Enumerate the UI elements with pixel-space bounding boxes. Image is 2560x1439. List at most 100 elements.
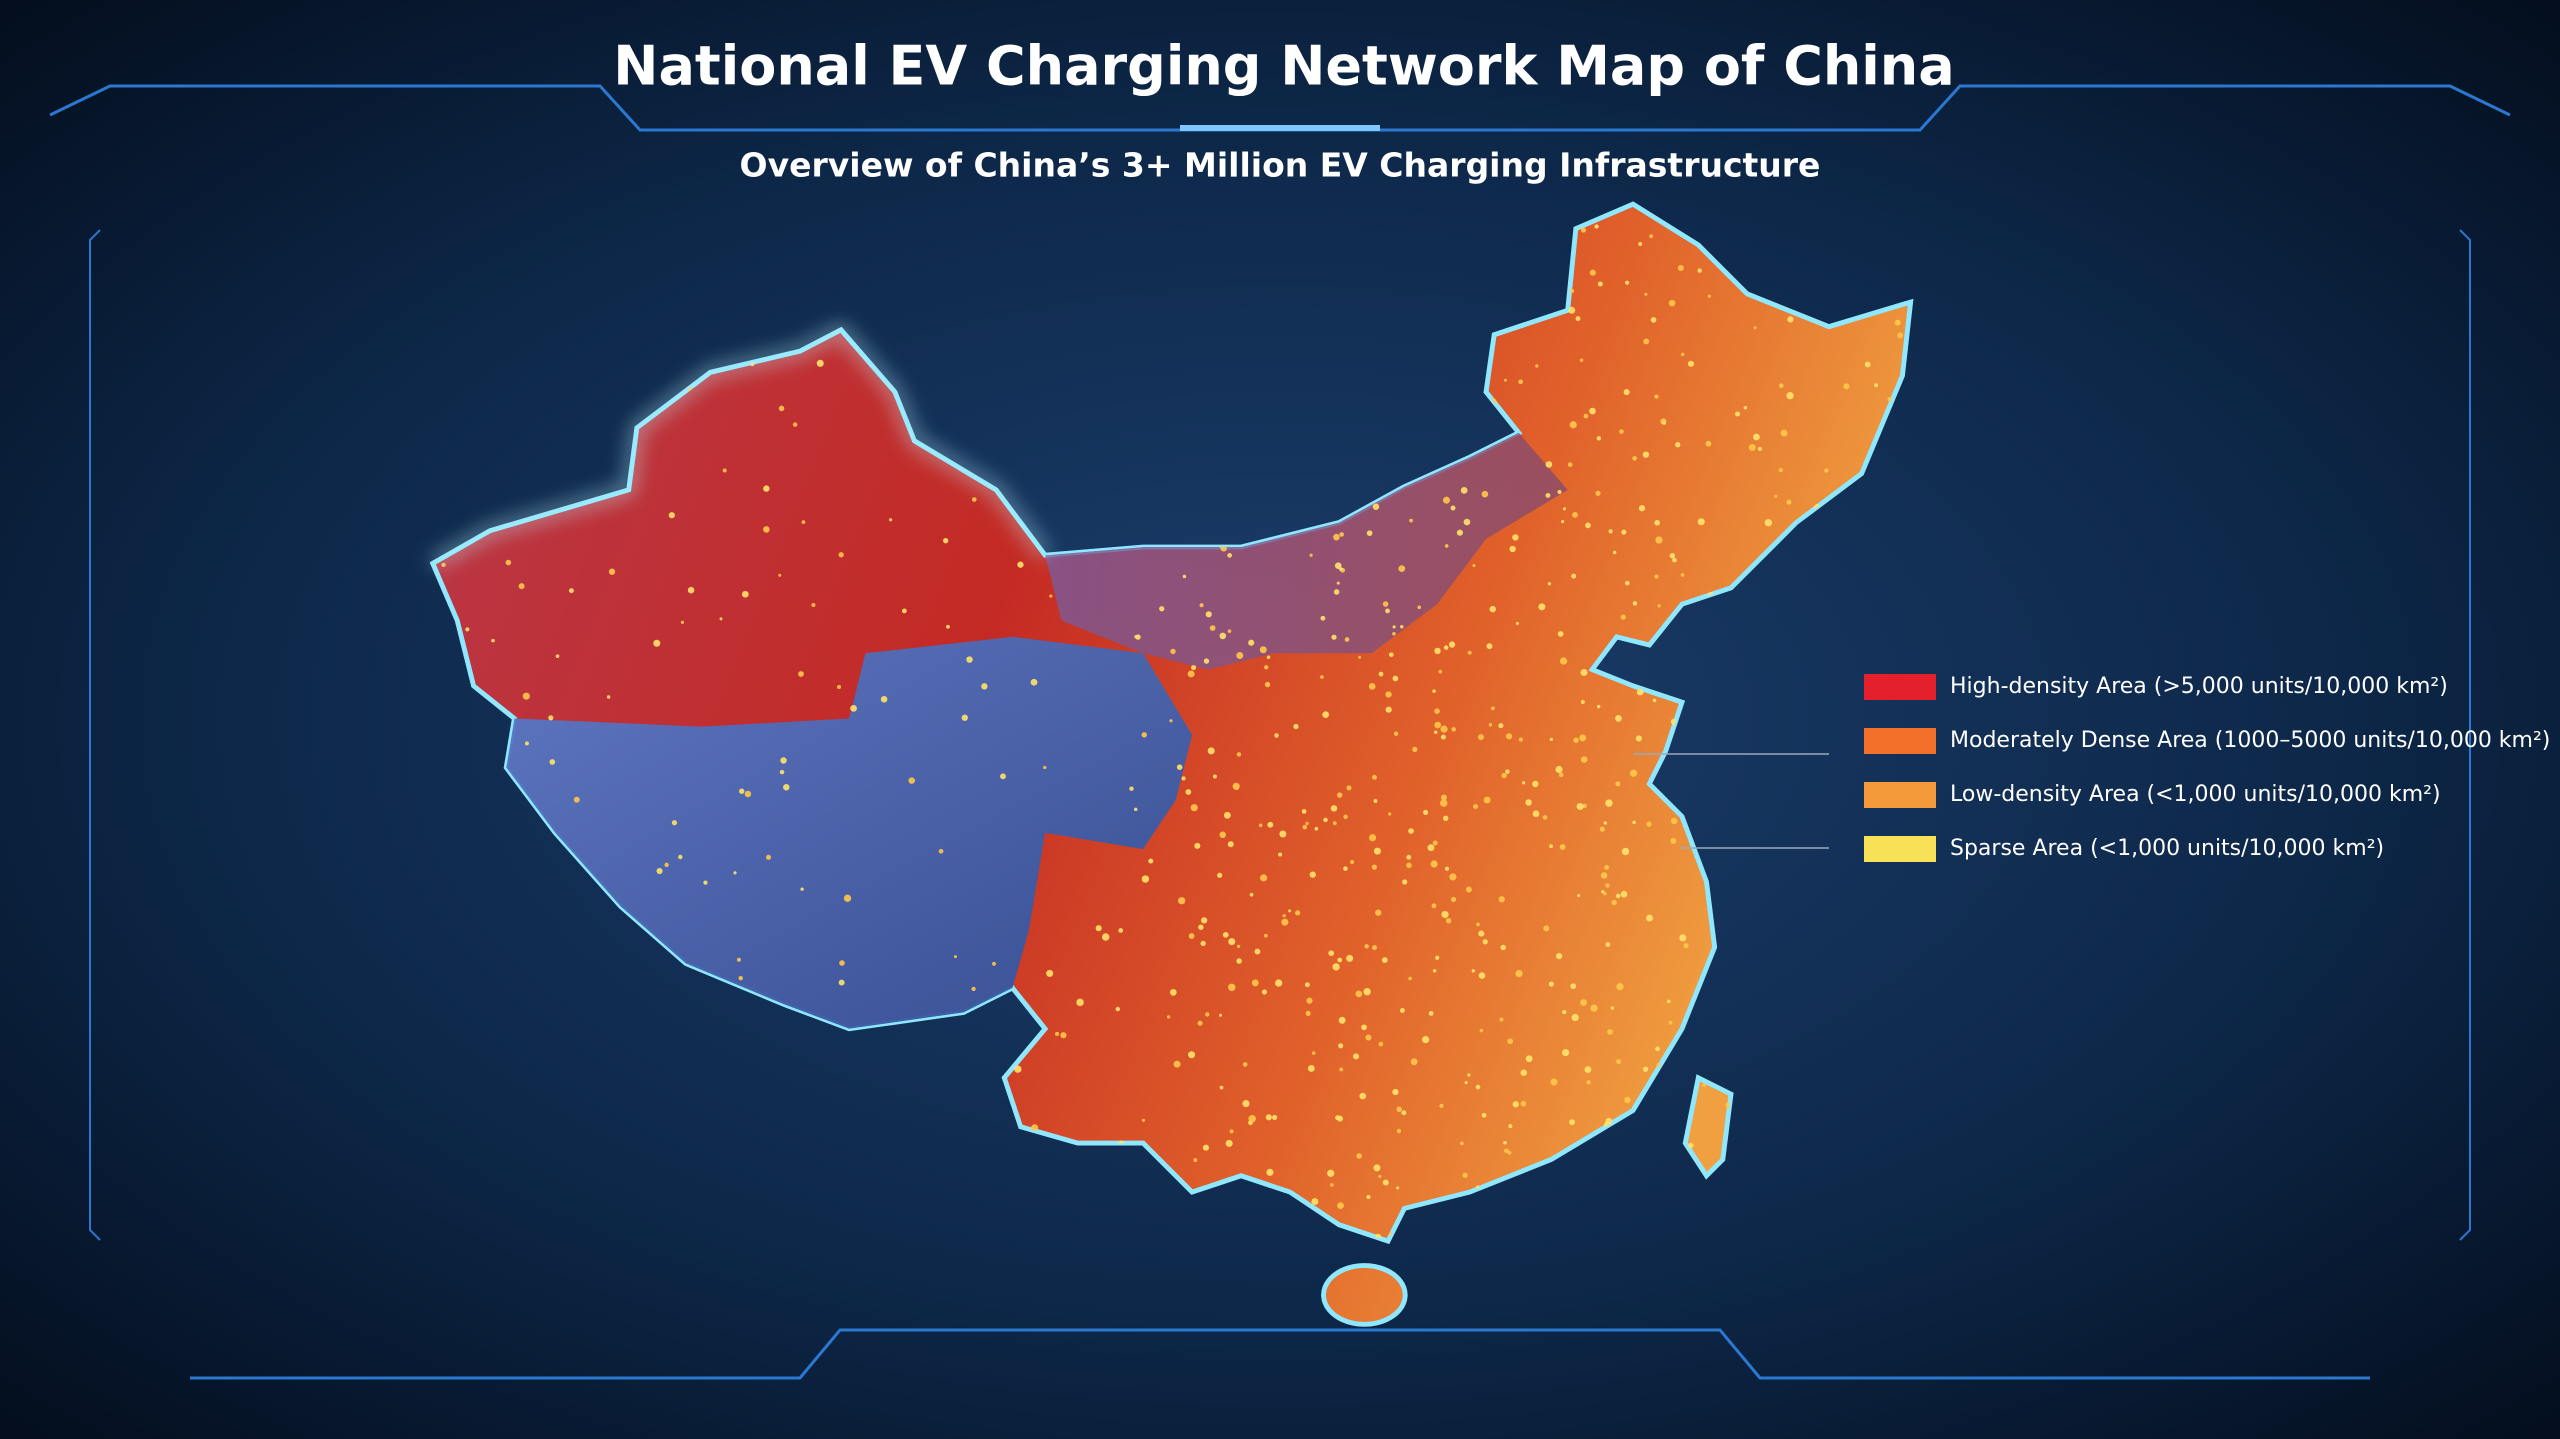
station-dot	[1471, 969, 1475, 973]
station-dot	[1585, 522, 1591, 529]
station-dot	[1887, 397, 1892, 402]
station-dot	[1603, 821, 1607, 825]
station-dot	[1177, 897, 1186, 905]
station-dot	[1258, 823, 1263, 828]
station-dot	[1864, 361, 1871, 368]
station-dot	[687, 586, 695, 594]
station-dot	[1507, 1038, 1514, 1045]
station-dot	[1159, 606, 1165, 612]
station-dot	[1677, 264, 1684, 271]
station-dot	[1525, 799, 1532, 806]
station-dot	[1456, 529, 1463, 536]
station-dot	[1076, 998, 1084, 1007]
station-dot	[733, 871, 737, 875]
station-dot	[1095, 925, 1102, 932]
station-dot	[1330, 805, 1338, 812]
station-dot	[1392, 1088, 1399, 1096]
station-dot	[1408, 976, 1412, 981]
station-dot	[1590, 1004, 1598, 1012]
station-dot	[1199, 603, 1204, 608]
station-dot	[1579, 734, 1587, 742]
station-dot	[1499, 1017, 1504, 1022]
station-dot	[1638, 505, 1646, 512]
station-dot	[1381, 957, 1388, 963]
station-dot	[1632, 456, 1637, 461]
station-dot	[1669, 552, 1676, 559]
station-dot	[1577, 893, 1581, 898]
station-dot	[1305, 1010, 1311, 1016]
station-dot	[1605, 883, 1610, 888]
station-dot	[1382, 601, 1389, 607]
station-dot	[1568, 306, 1576, 314]
station-dot	[1599, 826, 1605, 832]
station-dot	[1401, 1110, 1407, 1116]
station-dot	[1573, 737, 1579, 743]
station-dot	[838, 552, 844, 558]
station-dot	[1236, 651, 1244, 660]
station-dot	[1642, 1066, 1649, 1072]
station-dot	[1619, 429, 1624, 434]
station-dot	[1118, 928, 1124, 933]
station-dot	[568, 588, 574, 594]
station-dot	[1450, 505, 1456, 511]
station-dot	[1359, 1092, 1367, 1100]
station-dot	[1450, 896, 1457, 903]
station-dot	[1615, 893, 1621, 899]
station-dot	[441, 562, 446, 567]
station-dot	[1605, 942, 1611, 947]
station-dot	[1448, 641, 1456, 648]
station-dot	[1638, 242, 1643, 246]
station-dot	[1400, 624, 1404, 629]
station-dot	[1579, 358, 1584, 362]
station-dot	[1337, 1202, 1344, 1209]
station-dot	[1282, 914, 1286, 918]
station-dot	[1443, 645, 1449, 650]
station-dot	[1753, 326, 1757, 330]
station-dot	[1489, 605, 1496, 613]
station-dot	[1190, 804, 1198, 812]
station-dot	[1060, 1032, 1067, 1039]
station-dot	[1460, 487, 1468, 494]
station-dot	[1188, 933, 1195, 939]
leader-lines	[1633, 753, 1829, 849]
station-dot	[1200, 940, 1206, 947]
station-dot	[1688, 1142, 1694, 1149]
station-dot	[1580, 227, 1587, 233]
station-dot	[1333, 533, 1340, 541]
station-dot	[1580, 756, 1588, 763]
station-dot	[1323, 817, 1328, 823]
station-dot	[1311, 1198, 1319, 1206]
station-dot	[1205, 1012, 1210, 1017]
station-dot	[1388, 652, 1394, 658]
station-dot	[1443, 496, 1451, 504]
station-dot	[1549, 737, 1553, 742]
station-dot	[1632, 820, 1636, 825]
station-dot	[1432, 689, 1436, 693]
station-dot	[1338, 1016, 1346, 1024]
station-dot	[1232, 782, 1240, 790]
station-dot	[1636, 688, 1644, 696]
station-dot	[1874, 383, 1879, 388]
station-dot	[1483, 796, 1491, 804]
station-dot	[1586, 1080, 1591, 1085]
station-dot	[1512, 1101, 1519, 1108]
station-dot	[1569, 421, 1577, 429]
station-dot	[1589, 407, 1596, 415]
legend-label: Low-density Area (<1,000 units/10,000 km…	[1950, 782, 2441, 807]
station-dot	[1621, 529, 1627, 535]
station-dot	[518, 583, 525, 590]
station-dot	[1217, 872, 1223, 878]
station-dot	[1046, 969, 1054, 977]
station-dot	[1222, 932, 1229, 938]
station-dot	[1503, 378, 1507, 382]
station-dot	[800, 887, 804, 891]
station-dot	[1476, 922, 1480, 927]
station-dot	[1031, 1124, 1039, 1132]
legend-swatch	[1864, 782, 1936, 808]
station-dot	[1264, 681, 1271, 688]
station-dot	[1787, 316, 1794, 323]
station-dot	[778, 573, 782, 577]
station-dot	[971, 497, 977, 502]
station-dot	[736, 957, 741, 962]
station-dot	[1683, 943, 1689, 949]
